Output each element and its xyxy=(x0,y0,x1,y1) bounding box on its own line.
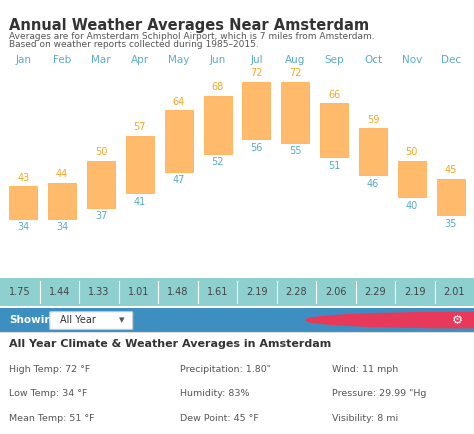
Text: Dew Point: 45 °F: Dew Point: 45 °F xyxy=(180,414,259,423)
Text: 50: 50 xyxy=(406,147,418,157)
Bar xyxy=(398,161,426,197)
Text: 2.01: 2.01 xyxy=(444,287,465,297)
Text: 40: 40 xyxy=(406,201,418,210)
Text: 2.19: 2.19 xyxy=(404,287,426,297)
Text: May: May xyxy=(168,56,190,66)
Text: 43: 43 xyxy=(17,173,29,183)
Text: Mar: Mar xyxy=(91,56,111,66)
Text: Jul: Jul xyxy=(250,56,263,66)
Text: 68: 68 xyxy=(211,82,224,92)
Bar xyxy=(48,183,76,219)
Text: 2.06: 2.06 xyxy=(325,287,346,297)
Text: Sep: Sep xyxy=(324,56,344,66)
Bar xyxy=(281,82,309,143)
Text: 72: 72 xyxy=(250,68,263,78)
Bar xyxy=(437,179,465,215)
Text: Apr: Apr xyxy=(131,56,149,66)
Text: 2.29: 2.29 xyxy=(365,287,386,297)
Bar xyxy=(87,161,115,208)
Text: 34: 34 xyxy=(56,222,68,232)
Text: 57: 57 xyxy=(134,122,146,132)
Bar xyxy=(242,82,270,139)
Text: Jan: Jan xyxy=(15,56,31,66)
Text: Visibility: 8 mi: Visibility: 8 mi xyxy=(332,414,398,423)
Text: Dec: Dec xyxy=(441,56,461,66)
Circle shape xyxy=(306,312,474,328)
Text: ▾: ▾ xyxy=(118,316,124,326)
Text: Jun: Jun xyxy=(210,56,226,66)
Text: Humidity: 83%: Humidity: 83% xyxy=(180,389,250,398)
Text: 37: 37 xyxy=(95,211,107,221)
Text: 2.19: 2.19 xyxy=(246,287,267,297)
Text: Aug: Aug xyxy=(285,56,305,66)
Text: Based on weather reports collected during 1985–2015.: Based on weather reports collected durin… xyxy=(9,40,259,49)
Text: Averages are for Amsterdam Schiphol Airport, which is 7 miles from Amsterdam.: Averages are for Amsterdam Schiphol Airp… xyxy=(9,32,375,41)
Text: 35: 35 xyxy=(445,219,457,229)
Text: 2.28: 2.28 xyxy=(285,287,307,297)
Text: High Temp: 72 °F: High Temp: 72 °F xyxy=(9,365,91,374)
Text: 41: 41 xyxy=(134,197,146,207)
FancyBboxPatch shape xyxy=(50,312,133,329)
Bar xyxy=(9,186,37,219)
Text: 46: 46 xyxy=(367,179,379,189)
Text: 52: 52 xyxy=(211,157,224,168)
Text: Precipitation: 1.80": Precipitation: 1.80" xyxy=(180,365,271,374)
Text: Showing:: Showing: xyxy=(9,315,64,325)
Text: Oct: Oct xyxy=(364,56,382,66)
Text: Wind: 11 mph: Wind: 11 mph xyxy=(332,365,398,374)
Bar xyxy=(204,96,232,154)
Text: Nov: Nov xyxy=(401,56,422,66)
Text: All Year: All Year xyxy=(60,315,96,325)
Bar xyxy=(359,128,387,175)
Text: 55: 55 xyxy=(289,147,301,157)
Text: Low Temp: 34 °F: Low Temp: 34 °F xyxy=(9,389,88,398)
Bar xyxy=(320,103,348,157)
Text: 50: 50 xyxy=(95,147,107,157)
Text: 64: 64 xyxy=(173,97,185,107)
Text: 1.44: 1.44 xyxy=(48,287,70,297)
Text: 1.33: 1.33 xyxy=(88,287,109,297)
Text: 45: 45 xyxy=(445,165,457,175)
Text: 1.61: 1.61 xyxy=(207,287,228,297)
Text: 59: 59 xyxy=(367,115,379,125)
Text: 34: 34 xyxy=(17,222,29,232)
Text: 1.75: 1.75 xyxy=(9,287,30,297)
Text: 66: 66 xyxy=(328,89,340,100)
Text: Mean Temp: 51 °F: Mean Temp: 51 °F xyxy=(9,414,95,423)
Bar xyxy=(126,136,154,194)
Text: Feb: Feb xyxy=(53,56,71,66)
Text: 1.01: 1.01 xyxy=(128,287,149,297)
Text: 56: 56 xyxy=(250,143,263,153)
Text: 1.48: 1.48 xyxy=(167,287,189,297)
Text: 51: 51 xyxy=(328,161,340,171)
Text: 72: 72 xyxy=(289,68,301,78)
Text: Annual Weather Averages Near Amsterdam: Annual Weather Averages Near Amsterdam xyxy=(9,18,370,33)
Bar xyxy=(165,110,193,172)
Text: 44: 44 xyxy=(56,169,68,179)
Text: All Year Climate & Weather Averages in Amsterdam: All Year Climate & Weather Averages in A… xyxy=(9,339,332,349)
Text: 47: 47 xyxy=(173,175,185,185)
Text: ⚙: ⚙ xyxy=(452,314,463,326)
Text: Pressure: 29.99 "Hg: Pressure: 29.99 "Hg xyxy=(332,389,426,398)
